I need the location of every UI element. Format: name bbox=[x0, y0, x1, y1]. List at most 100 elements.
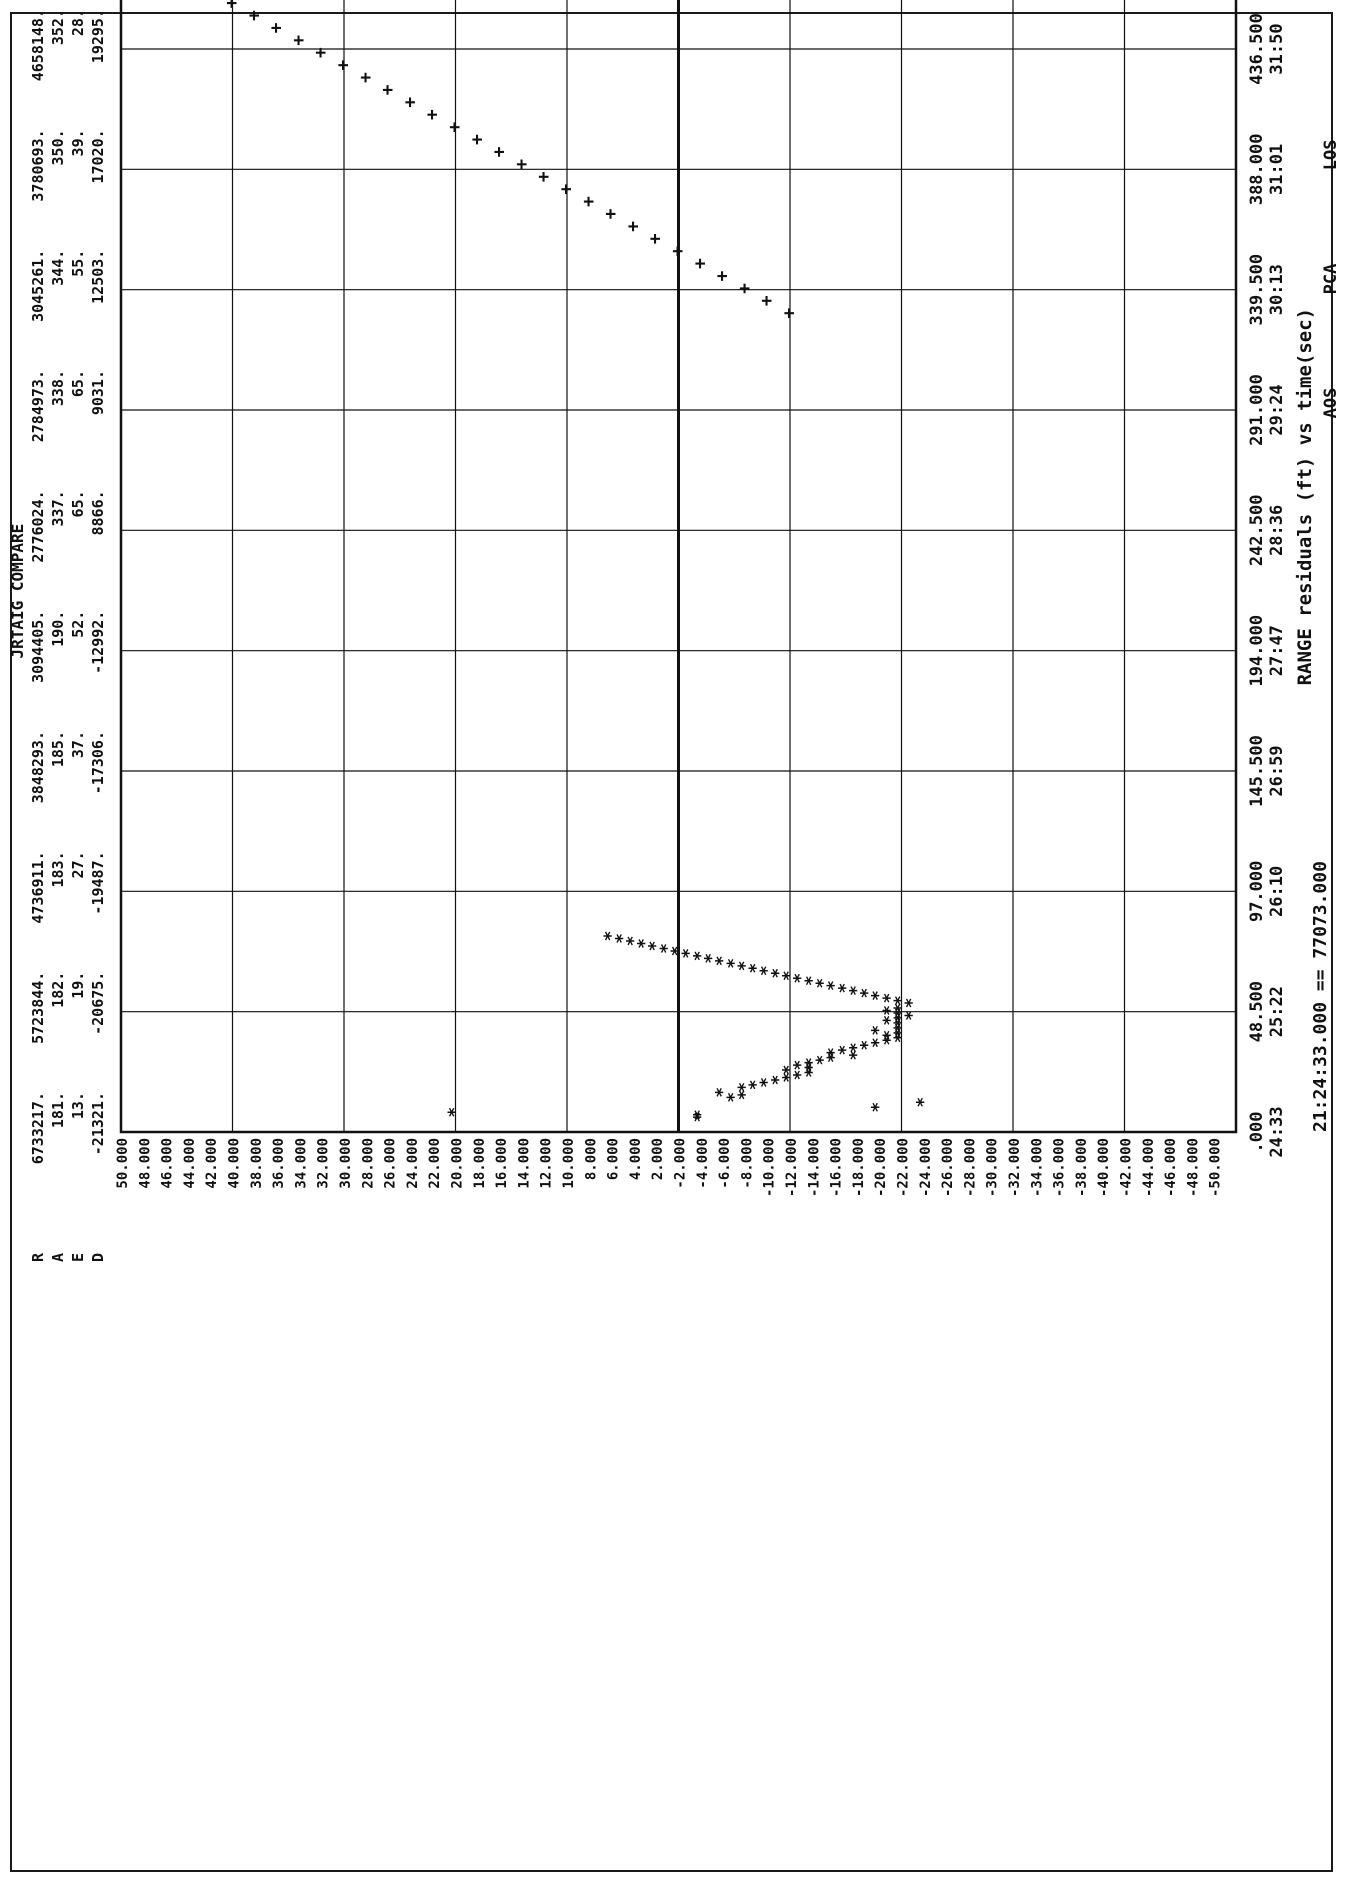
data-point: + bbox=[311, 47, 332, 58]
rael-value: -21321. bbox=[89, 1092, 107, 1155]
data-point: * bbox=[779, 970, 800, 981]
rael-value: 3848293. bbox=[29, 731, 47, 803]
x-tick-label: 194.000 bbox=[1247, 615, 1267, 687]
data-point: * bbox=[734, 960, 755, 971]
y-tick-label: 50.000 bbox=[115, 1138, 131, 1189]
y-tick-label: -34.000 bbox=[1029, 1138, 1045, 1197]
data-point: * bbox=[656, 943, 677, 954]
y-tick-label: -38.000 bbox=[1074, 1138, 1090, 1197]
y-tick-label: 48.000 bbox=[137, 1138, 153, 1189]
x-tick-clock: 27:47 bbox=[1267, 625, 1287, 676]
rael-value: 65. bbox=[69, 490, 87, 517]
y-tick-label: 2.000 bbox=[650, 1138, 666, 1180]
data-point: * bbox=[857, 988, 878, 999]
chart-title: JRTAIG COMPARE bbox=[8, 524, 27, 659]
data-point: * bbox=[812, 1055, 833, 1066]
data-point: * bbox=[601, 931, 622, 942]
rael-value: 37. bbox=[69, 731, 87, 758]
rael-value: 3780693. bbox=[29, 129, 47, 201]
x-tick-clock: 26:59 bbox=[1267, 745, 1287, 796]
y-tick-label: 32.000 bbox=[316, 1138, 332, 1189]
data-point: * bbox=[623, 936, 644, 947]
data-point: + bbox=[556, 184, 577, 195]
rael-value: 2776024. bbox=[29, 490, 47, 562]
data-point: * bbox=[824, 1047, 845, 1058]
data-point: * bbox=[679, 948, 700, 959]
data-point: * bbox=[768, 1074, 789, 1085]
rael-value: 17020. bbox=[89, 129, 107, 183]
data-point: * bbox=[746, 963, 767, 974]
y-tick-label: -28.000 bbox=[962, 1138, 978, 1197]
data-point: + bbox=[445, 122, 466, 133]
x-axis-label: RANGE residuals (ft) vs time(sec) bbox=[1294, 308, 1316, 685]
data-point: + bbox=[489, 146, 510, 157]
rael-value: 9031. bbox=[89, 370, 107, 415]
data-point: + bbox=[734, 283, 755, 294]
data-point: * bbox=[846, 1050, 867, 1061]
data-point: * bbox=[891, 1003, 912, 1014]
rael-row-label: A bbox=[49, 1253, 67, 1262]
data-point: + bbox=[378, 84, 399, 95]
y-tick-label: -6.000 bbox=[717, 1138, 733, 1189]
rael-value: 27. bbox=[69, 851, 87, 878]
rael-row-label: R bbox=[29, 1252, 47, 1262]
data-point: + bbox=[422, 109, 443, 120]
x-tick-label: 291.000 bbox=[1247, 374, 1267, 446]
y-tick-label: -16.000 bbox=[829, 1138, 845, 1197]
data-point: + bbox=[355, 72, 376, 83]
data-point: * bbox=[891, 1027, 912, 1038]
data-point: * bbox=[768, 968, 789, 979]
y-tick-label: 26.000 bbox=[383, 1138, 399, 1189]
y-tick-label: -46.000 bbox=[1163, 1138, 1179, 1197]
rael-value: 19. bbox=[69, 972, 87, 999]
data-point: + bbox=[266, 22, 287, 33]
data-point: * bbox=[857, 1040, 878, 1051]
rev-label: REV 2782 bbox=[1346, 678, 1348, 760]
table-header: PCA bbox=[1321, 264, 1341, 295]
data-point: * bbox=[879, 1035, 900, 1046]
x-tick-label: 145.500 bbox=[1247, 735, 1267, 807]
rael-value: 344. bbox=[49, 250, 67, 286]
y-tick-label: -22.000 bbox=[896, 1138, 912, 1197]
data-point: + bbox=[511, 159, 532, 170]
table-header: LOS bbox=[1321, 140, 1341, 171]
y-tick-label: 44.000 bbox=[182, 1138, 198, 1189]
data-point: * bbox=[891, 1007, 912, 1018]
y-tick-label: -30.000 bbox=[985, 1138, 1001, 1197]
y-tick-label: -48.000 bbox=[1185, 1138, 1201, 1197]
y-tick-label: 46.000 bbox=[160, 1138, 176, 1189]
y-tick-label: 38.000 bbox=[249, 1138, 265, 1189]
x-tick-clock: 28:36 bbox=[1267, 505, 1287, 556]
rael-value: 55. bbox=[69, 250, 87, 277]
y-tick-label: 36.000 bbox=[271, 1138, 287, 1189]
rael-value: 28. bbox=[69, 9, 87, 36]
data-point: * bbox=[645, 940, 666, 951]
y-tick-label: 34.000 bbox=[293, 1138, 309, 1189]
rael-value: 190. bbox=[49, 611, 67, 647]
y-tick-label: 14.000 bbox=[516, 1138, 532, 1189]
rael-value: -19487. bbox=[89, 851, 107, 914]
data-point: * bbox=[835, 1045, 856, 1056]
y-tick-label: 12.000 bbox=[539, 1138, 555, 1189]
rael-value: 352. bbox=[49, 9, 67, 45]
data-point: * bbox=[746, 1079, 767, 1090]
time-reference-label: 21:24:33.000 == 77073.000 bbox=[1310, 861, 1331, 1132]
y-tick-label: -2.000 bbox=[673, 1138, 689, 1189]
rael-value: 182. bbox=[49, 972, 67, 1008]
data-point: * bbox=[757, 965, 778, 976]
y-tick-label: 16.000 bbox=[494, 1138, 510, 1189]
x-tick-clock: 25:22 bbox=[1267, 986, 1287, 1037]
data-point: * bbox=[712, 955, 733, 966]
rael-row-label: D bbox=[89, 1253, 107, 1262]
data-point: * bbox=[902, 998, 923, 1009]
y-tick-label: -14.000 bbox=[806, 1138, 822, 1197]
y-tick-label: -50.000 bbox=[1208, 1138, 1224, 1197]
data-point: * bbox=[801, 1067, 822, 1078]
data-point: + bbox=[400, 97, 421, 108]
data-point: * bbox=[790, 1070, 811, 1081]
data-point: + bbox=[244, 10, 265, 21]
data-point: * bbox=[801, 975, 822, 986]
rael-value: 8866. bbox=[89, 490, 107, 535]
rael-value: 338. bbox=[49, 370, 67, 406]
